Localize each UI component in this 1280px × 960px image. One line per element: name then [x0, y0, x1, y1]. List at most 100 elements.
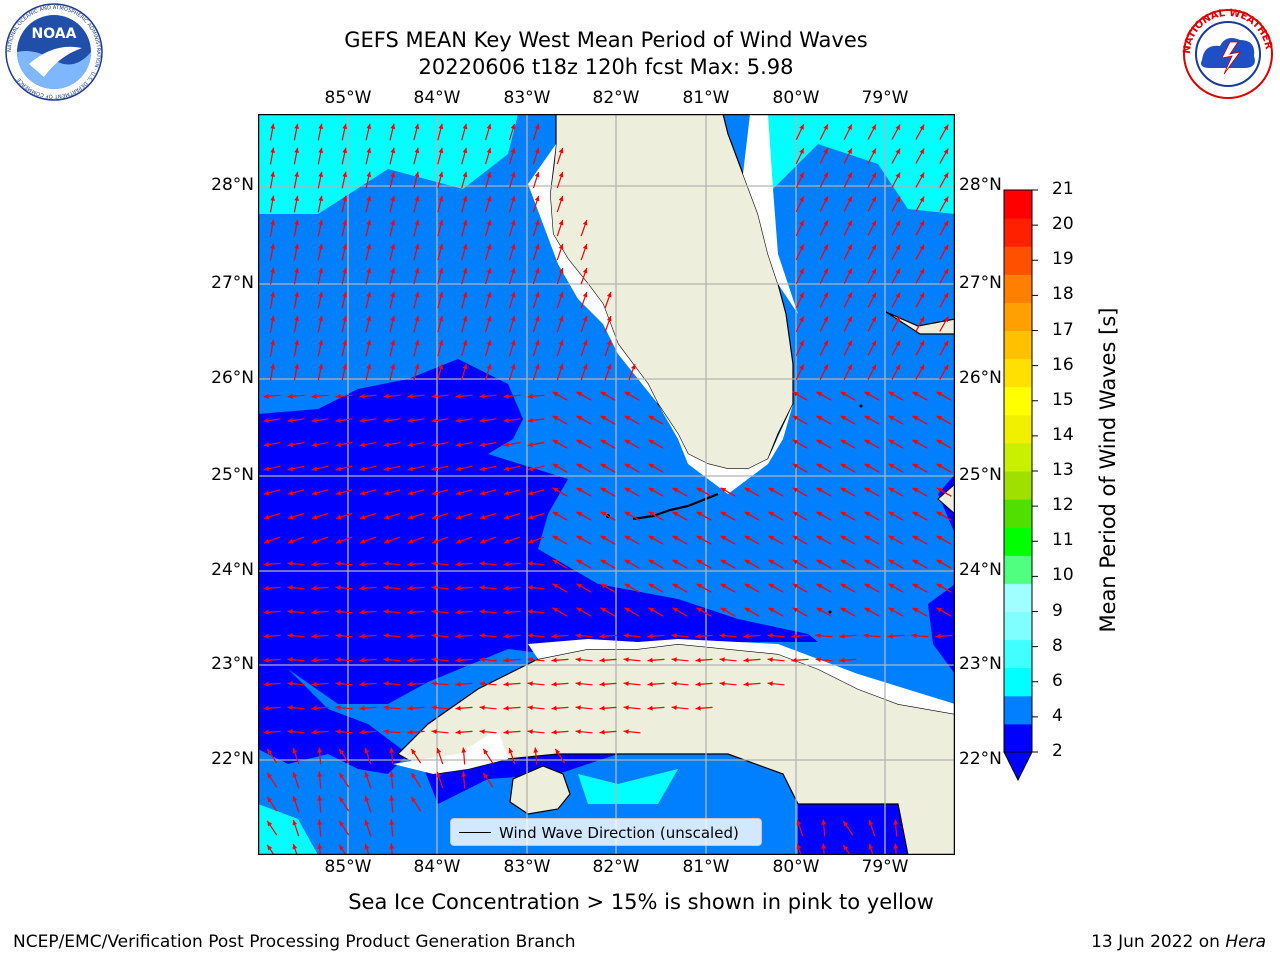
wave-direction-arrowhead: [479, 418, 485, 423]
wave-direction-arrowhead: [335, 705, 341, 710]
wave-direction-arrowhead: [311, 705, 317, 711]
wave-direction-arrowhead: [768, 511, 775, 517]
wave-direction-arrowhead: [839, 633, 845, 639]
wave-direction-arrowhead: [744, 607, 751, 613]
wave-direction-arrowhead: [792, 607, 799, 613]
period-4to6-north: [258, 114, 518, 214]
wave-direction-arrowhead: [359, 393, 365, 399]
wave-direction-arrowhead: [888, 511, 895, 517]
lat-label-left: 26°N: [211, 368, 254, 388]
wave-direction-arrowhead: [871, 316, 876, 322]
wave-direction-arrowhead: [318, 291, 324, 298]
wave-direction-arrowhead: [600, 607, 607, 613]
wave-direction-arrowhead: [407, 585, 413, 591]
colorbar-segment: [1004, 499, 1032, 528]
wave-direction-arrowhead: [335, 418, 341, 423]
wave-direction-arrowhead: [823, 172, 828, 178]
wave-direction-arrowhead: [383, 490, 390, 496]
wave-direction-arrowhead: [534, 315, 540, 322]
wave-direction-arrowhead: [436, 772, 442, 778]
wave-direction-arrowhead: [895, 340, 900, 347]
wave-direction-arrowhead: [575, 657, 581, 662]
wave-direction-arrowhead: [768, 607, 775, 613]
wave-direction-arrowhead: [436, 748, 442, 754]
wave-direction-arrowhead: [431, 418, 437, 423]
wave-direction-arrowhead: [840, 583, 847, 589]
wave-direction-arrowhead: [335, 561, 341, 566]
wave-direction-arrowhead: [576, 415, 583, 421]
colorbar-segment: [1004, 302, 1032, 331]
wave-direction-arrowhead: [366, 339, 372, 346]
wave-direction-arrowhead: [510, 363, 516, 370]
wave-direction-arrowhead: [527, 657, 533, 662]
lon-label-bottom: 79°W: [861, 857, 909, 877]
wave-direction-arrowhead: [432, 538, 438, 544]
wave-direction-arrowhead: [263, 514, 270, 520]
wave-direction-arrowhead: [455, 609, 461, 615]
wave-direction-arrowhead: [791, 657, 797, 663]
wave-direction-arrowhead: [799, 268, 804, 274]
wave-direction-arrowhead: [366, 267, 372, 274]
colorbar-tick: 18: [1052, 284, 1074, 305]
wave-direction-arrowhead: [342, 219, 348, 226]
wave-direction-arrowhead: [935, 633, 941, 639]
wave-direction-arrowhead: [342, 291, 348, 298]
wave-direction-arrowhead: [270, 219, 275, 225]
wave-direction-arrowhead: [558, 267, 564, 274]
colorbar-tick: 9: [1052, 600, 1063, 621]
wave-direction-arrowhead: [390, 219, 396, 226]
wave-direction-arrowhead: [558, 171, 564, 178]
wave-direction-arrowhead: [438, 171, 444, 178]
wave-direction-arrowhead: [576, 511, 583, 517]
sea-ice-note: Sea Ice Concentration > 15% is shown in …: [348, 890, 934, 914]
wave-direction-arrowhead: [534, 195, 540, 202]
wave-direction-arrowhead: [871, 364, 876, 370]
wave-direction-arrowhead: [821, 843, 827, 849]
wave-direction-arrowhead: [600, 463, 607, 469]
wave-direction-arrowhead: [384, 538, 390, 544]
wave-direction-arrowhead: [558, 339, 564, 346]
wave-direction-arrowhead: [359, 466, 366, 472]
wave-direction-arrowhead: [671, 657, 677, 662]
wave-direction-arrowhead: [792, 415, 799, 421]
wave-direction-arrowhead: [414, 219, 420, 226]
wave-direction-arrowhead: [263, 657, 269, 663]
wave-direction-arrowhead: [270, 267, 275, 273]
footer-org: NCEP/EMC/Verification Post Processing Pr…: [13, 932, 576, 952]
colorbar-tick: 16: [1052, 354, 1074, 375]
wave-direction-arrowhead: [527, 514, 534, 520]
wave-direction-arrowhead: [912, 415, 919, 421]
colorbar-tick: 11: [1052, 530, 1074, 551]
wave-direction-arrowhead: [479, 609, 485, 614]
wave-direction-arrowhead: [311, 681, 317, 687]
wave-direction-arrowhead: [895, 364, 900, 371]
wave-direction-arrowhead: [576, 607, 583, 613]
wave-direction-arrowhead: [936, 439, 943, 445]
wave-direction-arrowhead: [647, 657, 653, 663]
wave-direction-arrowhead: [504, 538, 510, 544]
wave-direction-arrowhead: [631, 364, 636, 370]
wave-direction-arrowhead: [936, 607, 943, 613]
colorbar-segment: [1004, 639, 1032, 669]
wave-direction-arrowhead: [912, 511, 919, 517]
wave-direction-arrowhead: [888, 607, 895, 613]
wave-direction-arrowhead: [414, 195, 420, 202]
wave-direction-arrowhead: [919, 124, 925, 131]
wave-direction-arrowhead: [600, 535, 607, 541]
wave-direction-arrowhead: [888, 583, 895, 589]
wave-direction-arrowhead: [527, 393, 533, 399]
wave-direction-arrowhead: [895, 220, 900, 227]
wave-direction-arrowhead: [648, 535, 655, 541]
wave-direction-arrowhead: [576, 391, 583, 397]
wave-direction-arrowhead: [510, 219, 516, 226]
wave-direction-arrowhead: [294, 291, 299, 297]
wave-direction-arrowhead: [895, 148, 900, 155]
wave-direction-arrowhead: [294, 219, 299, 225]
wave-direction-arrowhead: [719, 681, 725, 686]
wave-direction-arrowhead: [840, 415, 847, 421]
wave-direction-arrowhead: [486, 363, 492, 370]
legend-line-swatch: [459, 832, 491, 833]
wave-direction-arrowhead: [888, 535, 895, 541]
wave-direction-arrowhead: [438, 363, 444, 370]
wave-direction-arrowhead: [600, 391, 607, 397]
